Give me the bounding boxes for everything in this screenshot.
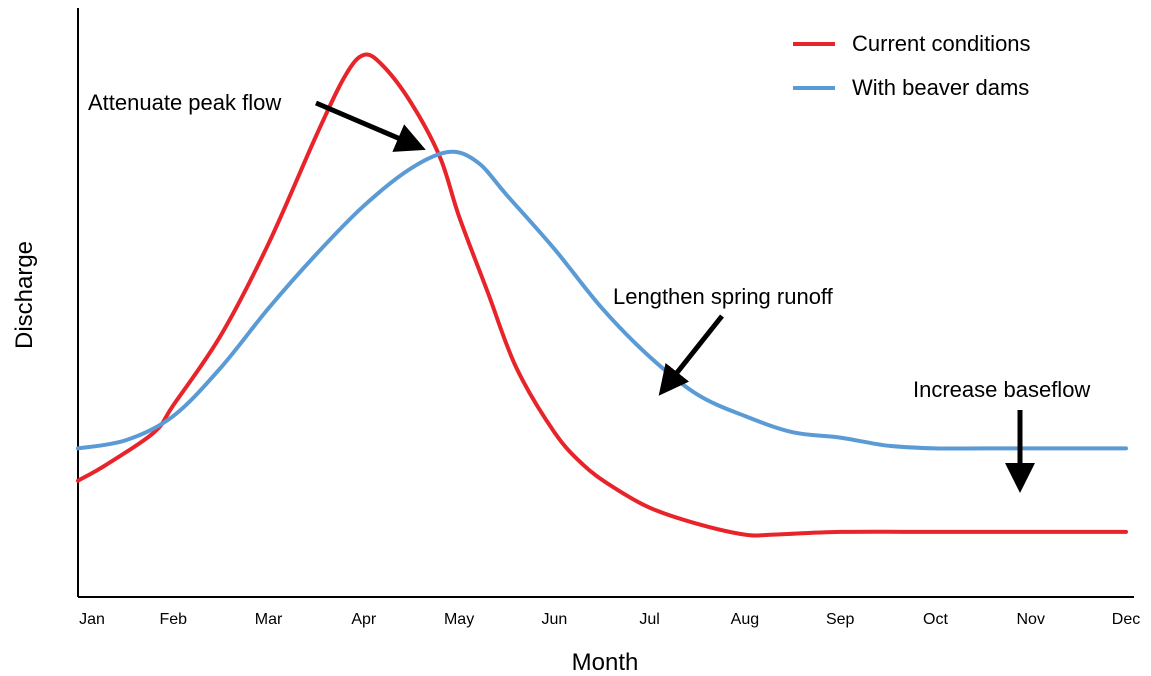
legend-label-beaver: With beaver dams — [852, 75, 1029, 100]
x-tick-label: Jun — [541, 611, 567, 628]
annotation-runoff-label: Lengthen spring runoff — [613, 284, 834, 309]
annotation-runoff: Lengthen spring runoff — [613, 284, 834, 396]
annotation-peak-label: Attenuate peak flow — [88, 90, 281, 115]
x-tick-label: Jan — [79, 611, 105, 628]
y-axis-title: Discharge — [11, 241, 38, 349]
series-line-with-beaver-dams — [76, 149, 1128, 451]
annotation-baseflow-label: Increase baseflow — [913, 377, 1090, 402]
legend: Current conditions With beaver dams — [793, 31, 1031, 100]
x-tick-label: Aug — [731, 611, 759, 628]
x-tick-label: Feb — [159, 611, 187, 628]
annotation-baseflow: Increase baseflow — [913, 377, 1090, 493]
x-tick-label: Mar — [255, 611, 283, 628]
x-tick-label: Apr — [351, 611, 377, 628]
x-tick-label: Dec — [1112, 611, 1140, 628]
annotation-peak: Attenuate peak flow — [88, 90, 426, 152]
x-tick-labels: Jan Feb Mar Apr May Jun Jul Aug Sep Oct Nov Dec — [79, 611, 1140, 628]
annotation-runoff-arrow — [658, 314, 724, 396]
series-group — [76, 52, 1128, 538]
x-tick-label: Oct — [923, 611, 948, 628]
series-line-current-conditions — [76, 52, 1128, 538]
x-tick-label: May — [444, 611, 474, 628]
legend-label-current: Current conditions — [852, 31, 1031, 56]
x-axis-title: Month — [572, 649, 639, 676]
x-tick-label: Nov — [1017, 611, 1045, 628]
annotation-peak-arrow — [315, 100, 426, 152]
x-tick-label: Jul — [639, 611, 659, 628]
x-tick-label: Sep — [826, 611, 855, 628]
